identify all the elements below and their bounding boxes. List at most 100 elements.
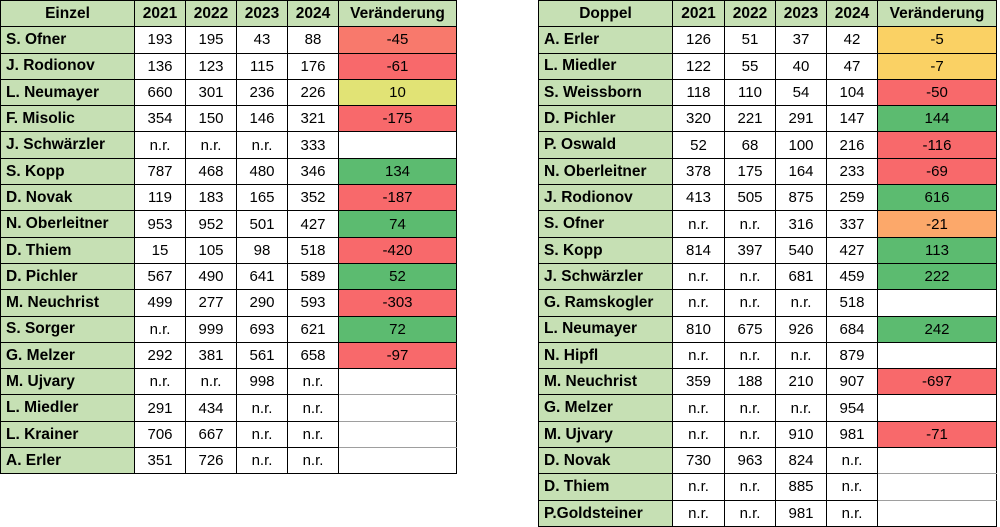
table-row: J. Rodionov 413 505 875 259 616 — [538, 184, 997, 212]
player-name-cell: L. Miedler — [538, 52, 673, 80]
ranking-value-cell: 518 — [826, 289, 878, 317]
ranking-value-cell: 589 — [287, 262, 339, 291]
ranking-value-cell: 98 — [236, 236, 288, 264]
ranking-value-cell: 658 — [287, 341, 339, 370]
change-value-cell: 144 — [877, 105, 997, 133]
table-row: D. Novak 119 183 165 352 -187 — [0, 184, 457, 212]
change-value-cell — [338, 420, 457, 449]
change-value-cell: 72 — [338, 315, 457, 343]
table-row: S. Ofner n.r. n.r. 316 337 -21 — [538, 210, 997, 238]
ranking-value-cell: n.r. — [287, 394, 339, 422]
ranking-value-cell: 316 — [775, 210, 827, 238]
header-row: Einzel 2021 2022 2023 2024 Veränderung — [0, 0, 457, 28]
ranking-value-cell: 301 — [185, 78, 237, 107]
change-value-cell: 10 — [338, 78, 457, 107]
table-row: M. Neuchrist 359 188 210 907 -697 — [538, 368, 997, 396]
ranking-value-cell: n.r. — [724, 499, 776, 527]
ranking-value-cell: 233 — [826, 157, 878, 186]
table-row: G. Ramskogler n.r. n.r. n.r. 518 — [538, 289, 997, 317]
ranking-value-cell: 164 — [775, 157, 827, 186]
change-value-cell — [877, 394, 997, 422]
ranking-value-cell: 320 — [672, 105, 725, 133]
ranking-value-cell: 259 — [826, 184, 878, 212]
ranking-value-cell: 150 — [185, 105, 237, 133]
player-name-cell: F. Misolic — [0, 105, 135, 133]
change-value-cell — [877, 289, 997, 317]
doppel-table: Doppel 2021 2022 2023 2024 Veränderung A… — [538, 0, 997, 527]
player-name-cell: G. Melzer — [538, 394, 673, 422]
ranking-value-cell: n.r. — [724, 394, 776, 422]
year-header-2023: 2023 — [236, 0, 288, 28]
ranking-value-cell: 490 — [185, 262, 237, 291]
ranking-value-cell: 499 — [134, 289, 186, 317]
ranking-value-cell: 954 — [826, 394, 878, 422]
ranking-value-cell: 119 — [134, 184, 186, 212]
table-row: J. Schwärzler n.r. n.r. 681 459 222 — [538, 262, 997, 291]
change-value-cell: -69 — [877, 157, 997, 186]
change-header-cell: Veränderung — [338, 0, 457, 28]
ranking-value-cell: 706 — [134, 420, 186, 449]
ranking-value-cell: n.r. — [724, 341, 776, 370]
player-name-cell: A. Erler — [538, 26, 673, 54]
ranking-value-cell: 660 — [134, 78, 186, 107]
table-row: L. Miedler 291 434 n.r. n.r. — [0, 394, 457, 422]
ranking-value-cell: 824 — [775, 447, 827, 475]
table-row: A. Erler 351 726 n.r. n.r. — [0, 447, 457, 475]
change-value-cell: -97 — [338, 341, 457, 370]
ranking-value-cell: 693 — [236, 315, 288, 343]
player-name-cell: J. Rodionov — [538, 184, 673, 212]
ranking-value-cell: 378 — [672, 157, 725, 186]
change-value-cell: -21 — [877, 210, 997, 238]
table-row: M. Neuchrist 499 277 290 593 -303 — [0, 289, 457, 317]
ranking-value-cell: n.r. — [724, 289, 776, 317]
ranking-value-cell: n.r. — [672, 341, 725, 370]
player-name-cell: M. Ujvary — [0, 368, 135, 396]
player-name-cell: D. Thiem — [0, 236, 135, 264]
ranking-value-cell: n.r. — [134, 131, 186, 159]
ranking-value-cell: n.r. — [672, 499, 725, 527]
ranking-value-cell: 55 — [724, 52, 776, 80]
ranking-value-cell: n.r. — [134, 368, 186, 396]
ranking-value-cell: 593 — [287, 289, 339, 317]
ranking-value-cell: 459 — [826, 262, 878, 291]
ranking-value-cell: n.r. — [775, 341, 827, 370]
table-row: M. Ujvary n.r. n.r. 910 981 -71 — [538, 420, 997, 449]
player-name-cell: L. Neumayer — [538, 315, 673, 343]
table-row: S. Kopp 814 397 540 427 113 — [538, 236, 997, 264]
change-value-cell — [338, 131, 457, 159]
ranking-value-cell: 981 — [826, 420, 878, 449]
ranking-value-cell: n.r. — [185, 131, 237, 159]
ranking-value-cell: 52 — [672, 131, 725, 159]
ranking-value-cell: n.r. — [724, 210, 776, 238]
change-header-cell: Veränderung — [877, 0, 997, 28]
table-row: L. Neumayer 660 301 236 226 10 — [0, 78, 457, 107]
ranking-value-cell: 337 — [826, 210, 878, 238]
table-row: N. Oberleitner 953 952 501 427 74 — [0, 210, 457, 238]
header-row: Doppel 2021 2022 2023 2024 Veränderung — [538, 0, 997, 28]
change-value-cell — [338, 394, 457, 422]
einzel-table-header: Einzel 2021 2022 2023 2024 Veränderung — [0, 0, 457, 28]
player-name-cell: J. Rodionov — [0, 52, 135, 80]
year-header-2022: 2022 — [185, 0, 237, 28]
player-name-cell: J. Schwärzler — [538, 262, 673, 291]
player-name-cell: S. Ofner — [538, 210, 673, 238]
change-value-cell — [877, 499, 997, 527]
ranking-value-cell: 118 — [672, 78, 725, 107]
ranking-value-cell: 684 — [826, 315, 878, 343]
ranking-value-cell: 952 — [185, 210, 237, 238]
change-value-cell: -116 — [877, 131, 997, 159]
ranking-value-cell: 354 — [134, 105, 186, 133]
ranking-value-cell: n.r. — [236, 394, 288, 422]
player-name-cell: N. Hipfl — [538, 341, 673, 370]
ranking-value-cell: 352 — [287, 184, 339, 212]
table-row: S. Ofner 193 195 43 88 -45 — [0, 26, 457, 54]
einzel-table-body: S. Ofner 193 195 43 88 -45 J. Rodionov 136 123 11… — [0, 26, 457, 475]
ranking-value-cell: n.r. — [672, 262, 725, 291]
player-name-cell: L. Miedler — [0, 394, 135, 422]
ranking-value-cell: 291 — [775, 105, 827, 133]
ranking-value-cell: n.r. — [672, 394, 725, 422]
ranking-value-cell: 104 — [826, 78, 878, 107]
ranking-value-cell: 681 — [775, 262, 827, 291]
ranking-value-cell: n.r. — [775, 394, 827, 422]
player-name-cell: M. Neuchrist — [0, 289, 135, 317]
